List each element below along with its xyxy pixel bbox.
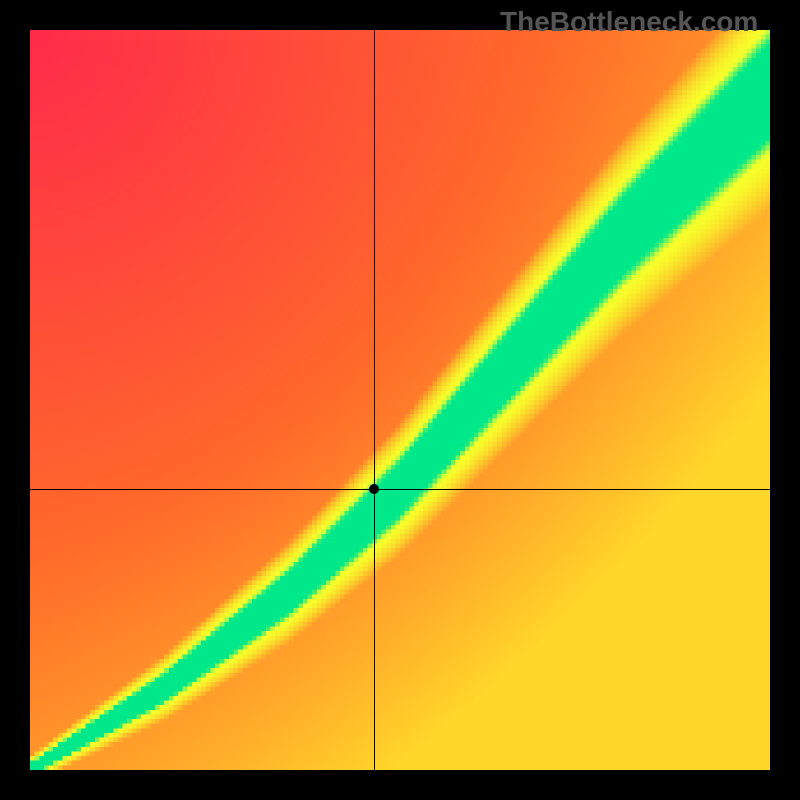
chart-container: TheBottleneck.com [0, 0, 800, 800]
crosshair-vertical [374, 30, 375, 770]
crosshair-horizontal [30, 489, 770, 490]
watermark-text: TheBottleneck.com [500, 6, 758, 38]
heatmap-canvas [30, 30, 770, 770]
plot-area [30, 30, 770, 770]
data-point-marker [369, 484, 379, 494]
